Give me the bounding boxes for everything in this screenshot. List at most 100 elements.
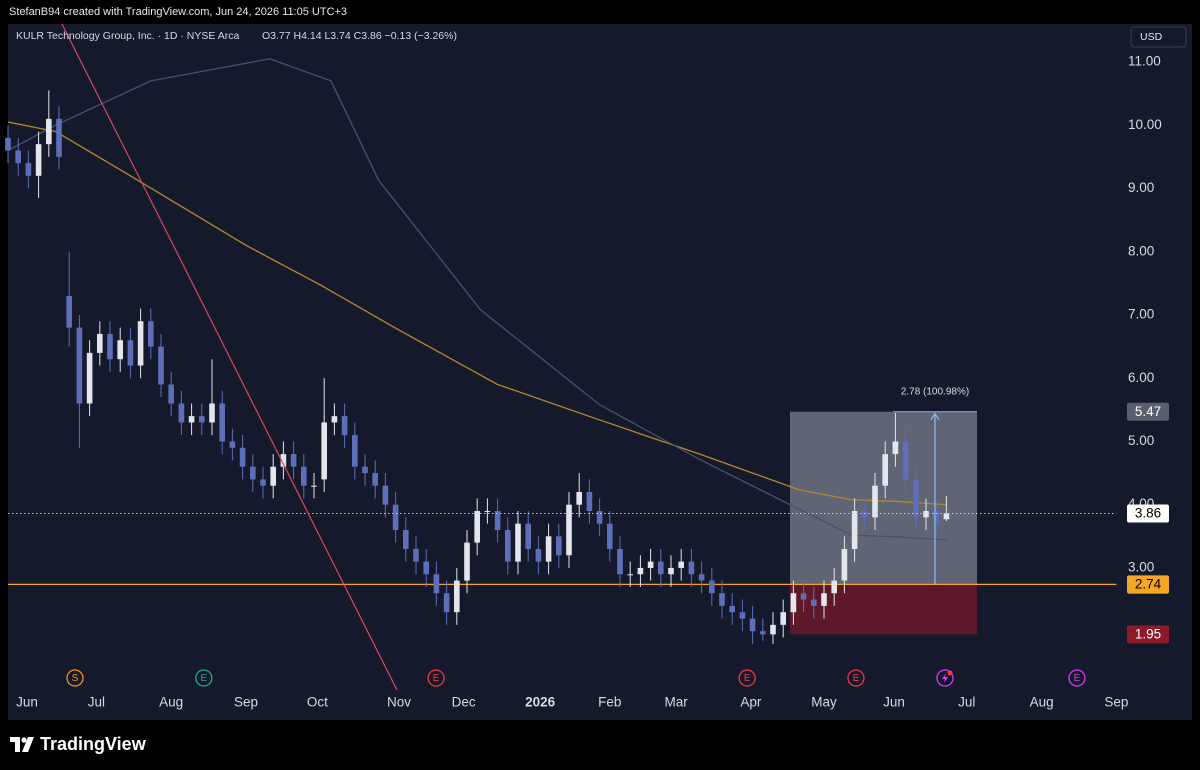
x-tick-label: Jul xyxy=(958,695,975,710)
x-tick-label: Oct xyxy=(307,695,328,710)
candle-body xyxy=(749,618,756,632)
candle-body xyxy=(484,511,491,513)
candle-body xyxy=(45,118,52,145)
event-label: E xyxy=(853,673,860,684)
candle-body xyxy=(606,523,613,549)
y-tick-label: 5.00 xyxy=(1128,433,1154,448)
candle-body xyxy=(147,321,154,347)
candle-body xyxy=(770,624,776,635)
candle-body xyxy=(453,580,460,613)
candle-body xyxy=(892,441,899,455)
event-label: E xyxy=(1074,673,1081,684)
candle-body xyxy=(331,416,338,423)
moving-average xyxy=(7,121,947,506)
candle-body xyxy=(882,454,889,486)
dividend-icon xyxy=(936,669,954,687)
price-badge-label: 5.47 xyxy=(1135,404,1161,419)
candle-body xyxy=(382,485,389,505)
candle-body xyxy=(107,333,113,360)
candle-body xyxy=(657,561,664,575)
x-tick-label: Nov xyxy=(387,695,411,710)
candle-body xyxy=(576,492,583,505)
candle-body xyxy=(821,593,827,606)
candle-body xyxy=(831,580,838,594)
candle-body xyxy=(66,295,73,328)
candle-body xyxy=(739,612,746,619)
candle-body xyxy=(668,567,674,575)
candle-body xyxy=(535,548,542,562)
candle-body xyxy=(280,454,287,467)
candle-body xyxy=(321,422,328,480)
candle-body xyxy=(158,346,164,385)
candle-body xyxy=(810,599,817,606)
currency-button[interactable] xyxy=(1130,26,1187,48)
x-tick-label: Aug xyxy=(1030,695,1054,710)
candle-body xyxy=(923,511,929,518)
candle-body xyxy=(719,593,725,606)
candle-body xyxy=(76,327,83,404)
x-tick-label: 2026 xyxy=(525,695,556,710)
chart-panel xyxy=(8,24,1192,720)
candle-body xyxy=(433,574,440,594)
currency[interactable]: USD xyxy=(1140,31,1163,43)
logo-text: TradingView xyxy=(40,734,147,754)
candle-body xyxy=(566,504,572,556)
event-label: E xyxy=(744,673,751,684)
candle-body xyxy=(392,504,399,530)
candle-body xyxy=(351,435,358,467)
y-tick-label: 7.00 xyxy=(1128,307,1154,322)
candle-body xyxy=(413,548,419,562)
candle-body xyxy=(341,416,348,436)
candle-body xyxy=(525,523,532,549)
candle-body xyxy=(219,403,226,442)
candle-body xyxy=(25,163,32,176)
candle-body xyxy=(290,454,297,467)
candle-body xyxy=(800,593,807,600)
candle-body xyxy=(56,118,62,157)
candle-body xyxy=(688,561,695,575)
candle-body xyxy=(933,511,940,524)
candle-body xyxy=(5,137,11,151)
candle-body xyxy=(209,403,215,423)
candle-body xyxy=(759,631,766,635)
x-tick-label: Dec xyxy=(452,695,476,710)
candle-body xyxy=(515,523,521,562)
price-badge-label: 1.95 xyxy=(1135,626,1161,641)
event-label: E xyxy=(433,673,440,684)
candle-body xyxy=(311,485,317,487)
candle-body xyxy=(555,536,562,556)
loss-zone xyxy=(790,585,977,635)
event-icon xyxy=(1068,669,1086,687)
x-tick-label: Mar xyxy=(664,695,688,710)
logo-icon xyxy=(10,737,34,752)
y-tick-label: 10.00 xyxy=(1128,117,1162,132)
x-tick-label: Sep xyxy=(1104,695,1128,710)
candle-body xyxy=(362,466,368,474)
candle-body xyxy=(586,492,593,512)
candle-body xyxy=(178,403,185,423)
candle-body xyxy=(198,416,205,423)
candle-body xyxy=(300,466,307,486)
candle-body xyxy=(596,511,603,524)
x-tick-label: Sep xyxy=(234,695,258,710)
candle-body xyxy=(678,561,685,568)
plot: 3.004.005.006.007.008.009.0010.0011.00Ju… xyxy=(5,54,1169,710)
candle-body xyxy=(117,340,124,360)
y-tick-label: 11.00 xyxy=(1128,54,1161,69)
y-tick-label: 8.00 xyxy=(1128,243,1154,258)
candle-body xyxy=(729,605,736,613)
candle-body xyxy=(86,352,93,404)
candle-body xyxy=(249,466,256,480)
candle-body xyxy=(168,384,175,404)
event-label: E xyxy=(201,673,208,684)
event-icon xyxy=(195,669,213,687)
symbol: KULR Technology Group, Inc. · 1D · NYSE … xyxy=(16,30,239,42)
event-icon xyxy=(738,669,756,687)
y-tick-label: 9.00 xyxy=(1128,180,1154,195)
candle-body xyxy=(372,473,379,486)
candle-body xyxy=(617,548,623,575)
price-badge xyxy=(1127,625,1169,644)
x-tick-label: May xyxy=(811,695,837,710)
